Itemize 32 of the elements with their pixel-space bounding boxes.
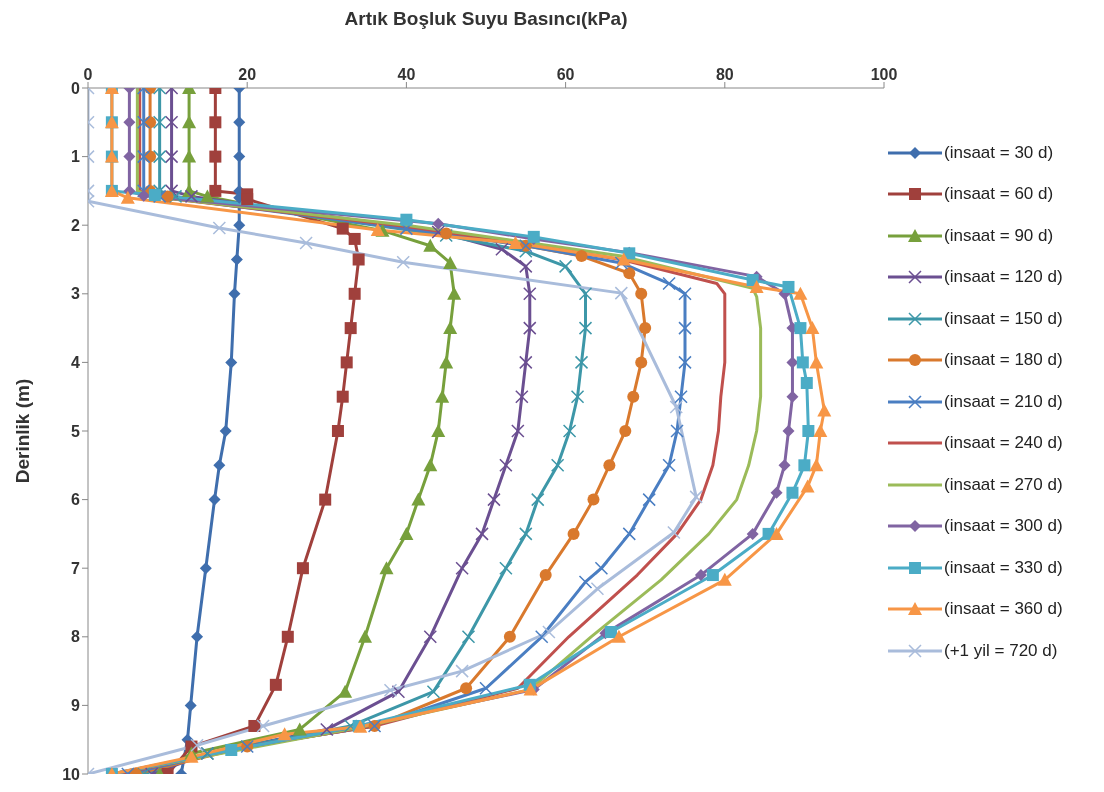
y-tick-label: 3 xyxy=(71,285,81,303)
y-tick-label: 7 xyxy=(71,559,81,577)
x-axis-title: Artık Boşluk Suyu Basıncı(kPa) xyxy=(344,8,628,30)
legend-label: (insaat = 210 d) xyxy=(944,391,1063,412)
legend-label: (insaat = 180 d) xyxy=(944,350,1063,371)
x-tick-label: 60 xyxy=(556,66,575,83)
x-tick-label: 80 xyxy=(715,66,734,83)
legend-label: (+1 yil = 720 d) xyxy=(944,640,1058,661)
y-tick-label: 0 xyxy=(71,79,81,97)
y-tick-label: 10 xyxy=(62,765,81,783)
legend-label: (insaat = 300 d) xyxy=(944,516,1063,537)
y-tick-label: 9 xyxy=(71,697,81,715)
legend-label: (insaat = 30 d) xyxy=(944,142,1054,163)
x-tick-label: 100 xyxy=(870,66,898,83)
legend-label: (insaat = 150 d) xyxy=(944,308,1063,329)
x-tick-label: 0 xyxy=(83,66,93,83)
legend-label: (insaat = 240 d) xyxy=(944,433,1063,454)
legend-label: (insaat = 270 d) xyxy=(944,474,1063,495)
x-tick-label: 40 xyxy=(397,66,416,83)
y-tick-label: 2 xyxy=(71,216,81,234)
y-tick-label: 4 xyxy=(71,354,81,372)
y-tick-label: 8 xyxy=(71,628,81,646)
legend-label: (insaat = 60 d) xyxy=(944,184,1054,205)
legend-label: (insaat = 120 d) xyxy=(944,267,1063,288)
x-tick-label: 20 xyxy=(238,66,257,83)
y-tick-label: 5 xyxy=(71,422,81,440)
y-axis-title: Derinlik (m) xyxy=(11,378,33,484)
legend-label: (insaat = 90 d) xyxy=(944,225,1054,246)
legend-label: (insaat = 330 d) xyxy=(944,557,1063,578)
y-tick-label: 1 xyxy=(71,148,81,166)
y-tick-label: 6 xyxy=(71,491,81,509)
legend-label: (insaat = 360 d) xyxy=(944,599,1063,620)
